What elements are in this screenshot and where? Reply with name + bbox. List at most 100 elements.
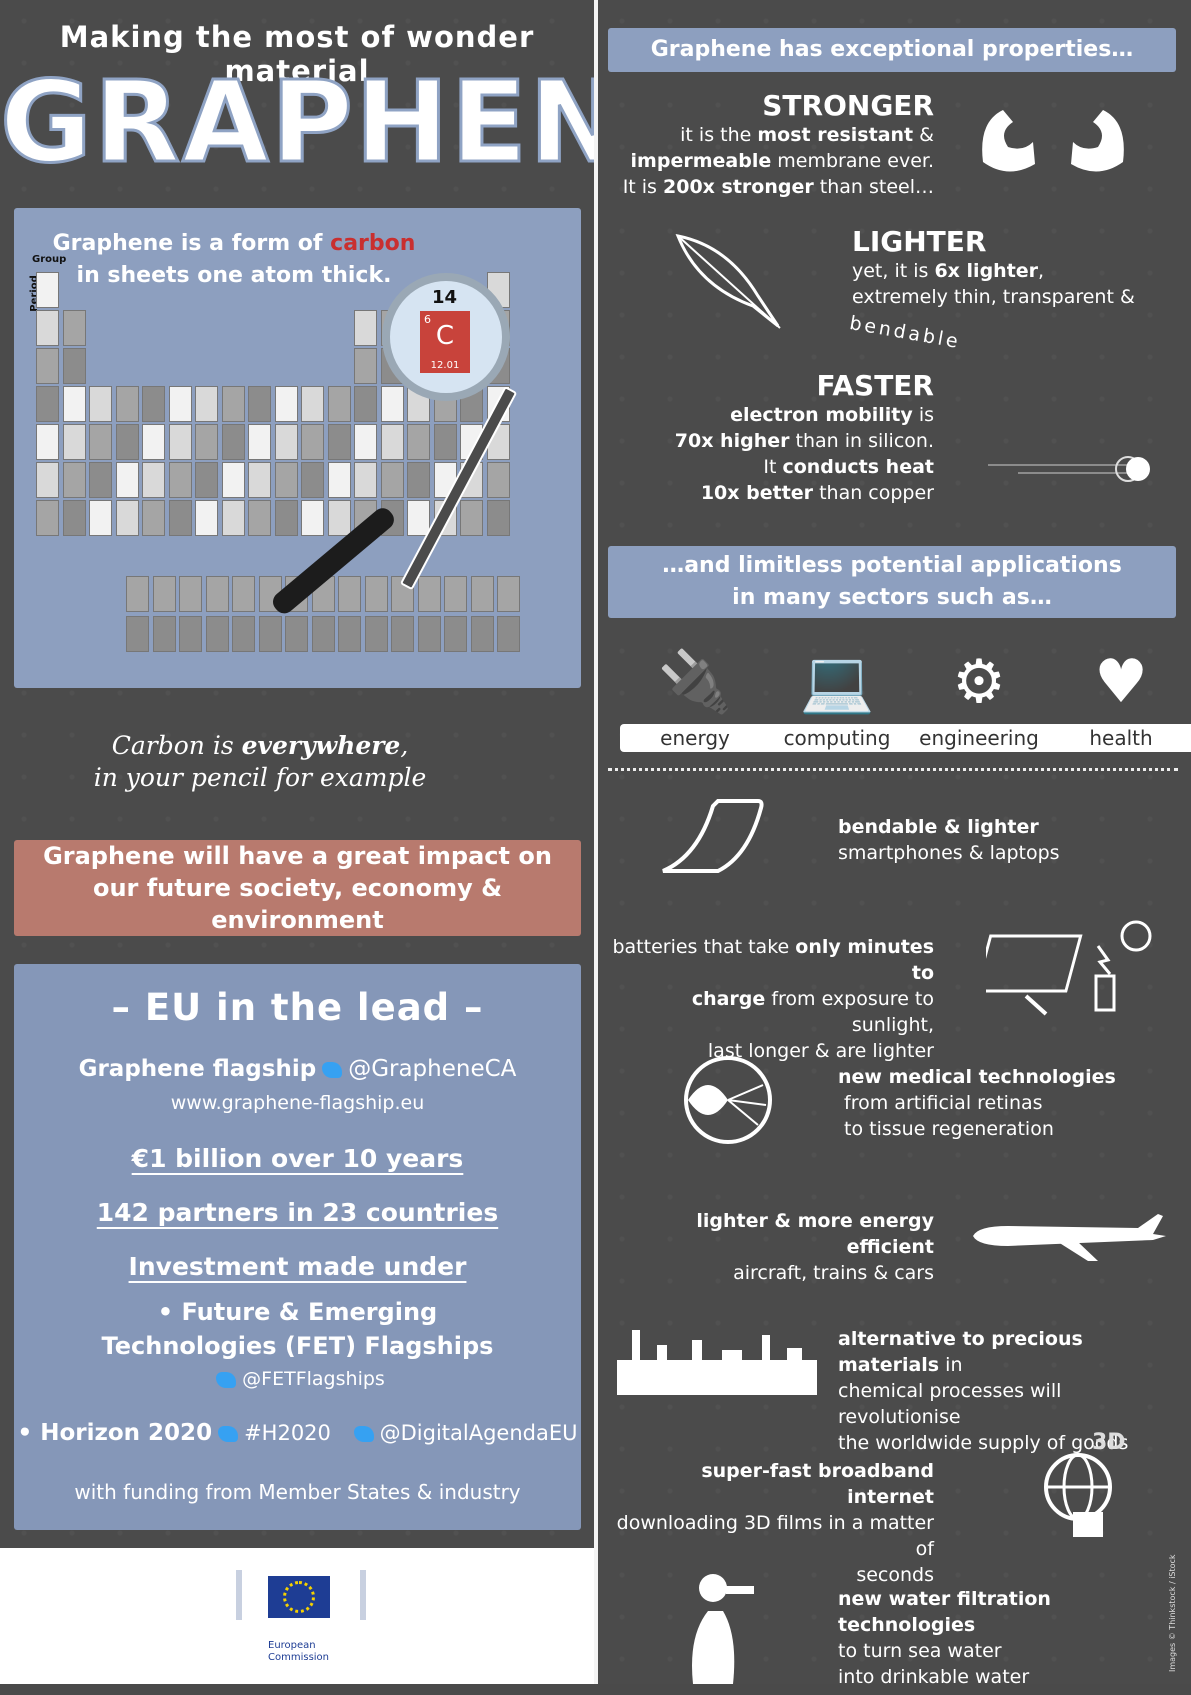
airplane-icon [968, 1206, 1168, 1277]
sector-computing: 💻 computing [762, 644, 912, 752]
fet-line-2: Technologies (FET) Flagships [101, 1332, 494, 1360]
ptable-cell [152, 576, 176, 612]
pencil-note: Carbon is everywhere, in your pencil for… [60, 730, 460, 794]
badge-3d: 3D [1092, 1430, 1126, 1455]
ptable-cell [142, 386, 165, 422]
ptable-cell [380, 386, 404, 422]
ptable-cell [62, 500, 86, 536]
ptable-cell [221, 500, 245, 536]
digital-agenda-handle[interactable]: @DigitalAgendaEU [379, 1421, 578, 1445]
ptable-cell [115, 424, 139, 460]
app-phones-bold: bendable & lighter [838, 816, 1039, 838]
lighter-title: LIGHTER [852, 225, 987, 258]
ptable-cell [327, 386, 351, 422]
ptable-cell [62, 462, 86, 498]
ptable-cell [354, 386, 377, 422]
investment-text: Investment made under [128, 1252, 467, 1281]
eu-lead-panel: – EU in the lead – Graphene flagship @Gra… [14, 964, 581, 1530]
faster-line-1: electron mobility is [730, 404, 934, 426]
note-comma: , [400, 731, 409, 760]
dotted-divider [608, 768, 1178, 771]
ptable-cell [89, 500, 112, 536]
property-faster: FASTER electron mobility is 70x higher t… [608, 370, 934, 506]
note-text-2: in your pencil for example [93, 763, 427, 792]
bendable-phone-icon [658, 796, 778, 887]
org-line-1: European [268, 1640, 316, 1651]
ptable-cell [258, 616, 282, 652]
ptable-cell [470, 616, 494, 652]
ptable-cell [460, 500, 483, 536]
horizon-line: • Horizon 2020 #H2020 @DigitalAgendaEU [14, 1420, 581, 1446]
carbon-number: 6 [424, 313, 431, 326]
app-medical-line-3: to tissue regeneration [838, 1118, 1054, 1140]
app-broadband-bold: super-fast broadband internet [701, 1460, 934, 1508]
ptable-cell [62, 348, 86, 384]
ptable-cell [354, 424, 377, 460]
lighter-line-2: extremely thin, transparent & [852, 286, 1135, 308]
carbon-mass: 12.01 [430, 360, 460, 371]
chem-line-2: chemical processes will revolutionise [838, 1380, 1062, 1428]
partners-text: 142 partners in 23 countries [96, 1198, 499, 1227]
investment-line: Investment made under [14, 1252, 581, 1281]
factory-icon [612, 1320, 822, 1411]
funding-line: €1 billion over 10 years [14, 1144, 581, 1173]
twitter-icon [216, 1371, 237, 1388]
ptable-cell [142, 500, 165, 536]
flagship-line: Graphene flagship @GrapheneCA [14, 1056, 581, 1082]
ptable-cell [301, 424, 324, 460]
periodic-table-panel: Graphene is a form of carbon in sheets o… [14, 208, 581, 688]
flagship-handle[interactable]: @GrapheneCA [348, 1056, 517, 1082]
note-emphasis: everywhere [241, 731, 401, 760]
app-phones: bendable & lighter smartphones & laptops [838, 814, 1168, 866]
ptable-cell [327, 462, 351, 498]
flagship-url[interactable]: www.graphene-flagship.eu [170, 1092, 425, 1114]
ptable-cell [486, 462, 510, 498]
sector-engineering: ⚙ engineering [904, 644, 1054, 752]
app-water-bold: new water filtration technologies [838, 1588, 1051, 1636]
ptable-cell [62, 310, 86, 346]
app-water-line-3: into drinkable water [838, 1666, 1030, 1688]
faster-line-2: 70x higher than in silicon. [674, 430, 934, 452]
ptable-cell [274, 500, 298, 536]
eu-flag-icon [268, 1576, 330, 1618]
ptable-cell [248, 462, 271, 498]
ptable-cell [327, 500, 351, 536]
ptable-cell [221, 386, 245, 422]
member-states-line: with funding from Member States & indust… [74, 1480, 521, 1504]
ptable-cell [221, 462, 245, 498]
ptable-cell [354, 462, 377, 498]
sector-label: energy [620, 724, 770, 752]
horizon-tag[interactable]: #H2020 [244, 1421, 331, 1445]
ptable-cell [89, 424, 112, 460]
fet-handle[interactable]: @FETFlagships [242, 1368, 385, 1390]
ptable-cell [417, 616, 441, 652]
stronger-line-1: it is the most resistant & [680, 124, 934, 146]
ptable-cell [168, 424, 192, 460]
ptable-cell [62, 386, 86, 422]
note-text: Carbon is [111, 731, 242, 760]
ptable-cell [274, 462, 298, 498]
sector-label: engineering [904, 724, 1054, 752]
app-broadband-line-2: downloading 3D films in a matter of [616, 1512, 934, 1560]
stronger-line-2: impermeable membrane ever. [630, 150, 934, 172]
ptable-cell [380, 424, 404, 460]
left-column: Making the most of wonder material GRAPH… [0, 0, 703, 1548]
ptable-cell [338, 576, 361, 612]
sector-energy: 🔌 energy [620, 644, 770, 752]
ptable-cell [407, 500, 430, 536]
ptable-cell [36, 348, 59, 384]
app-medical: new medical technologies from artificial… [838, 1064, 1168, 1142]
app-aircraft-bold: lighter & more energy efficient [696, 1210, 934, 1258]
ptable-cell [311, 616, 335, 652]
ptable-cell [301, 462, 324, 498]
applications-banner-line-1: …and limitless potential applications [662, 553, 1122, 578]
twitter-icon [322, 1061, 343, 1078]
ptable-cell [115, 500, 139, 536]
ptable-caption: Graphene is a form of carbon in sheets o… [14, 228, 454, 292]
funding-text: €1 billion over 10 years [131, 1144, 464, 1173]
ptable-cell [126, 576, 149, 612]
caption-carbon: carbon [330, 231, 416, 256]
solar-battery-icon [974, 916, 1166, 1027]
ptable-cell [417, 576, 441, 612]
ptable-cell [205, 616, 229, 652]
